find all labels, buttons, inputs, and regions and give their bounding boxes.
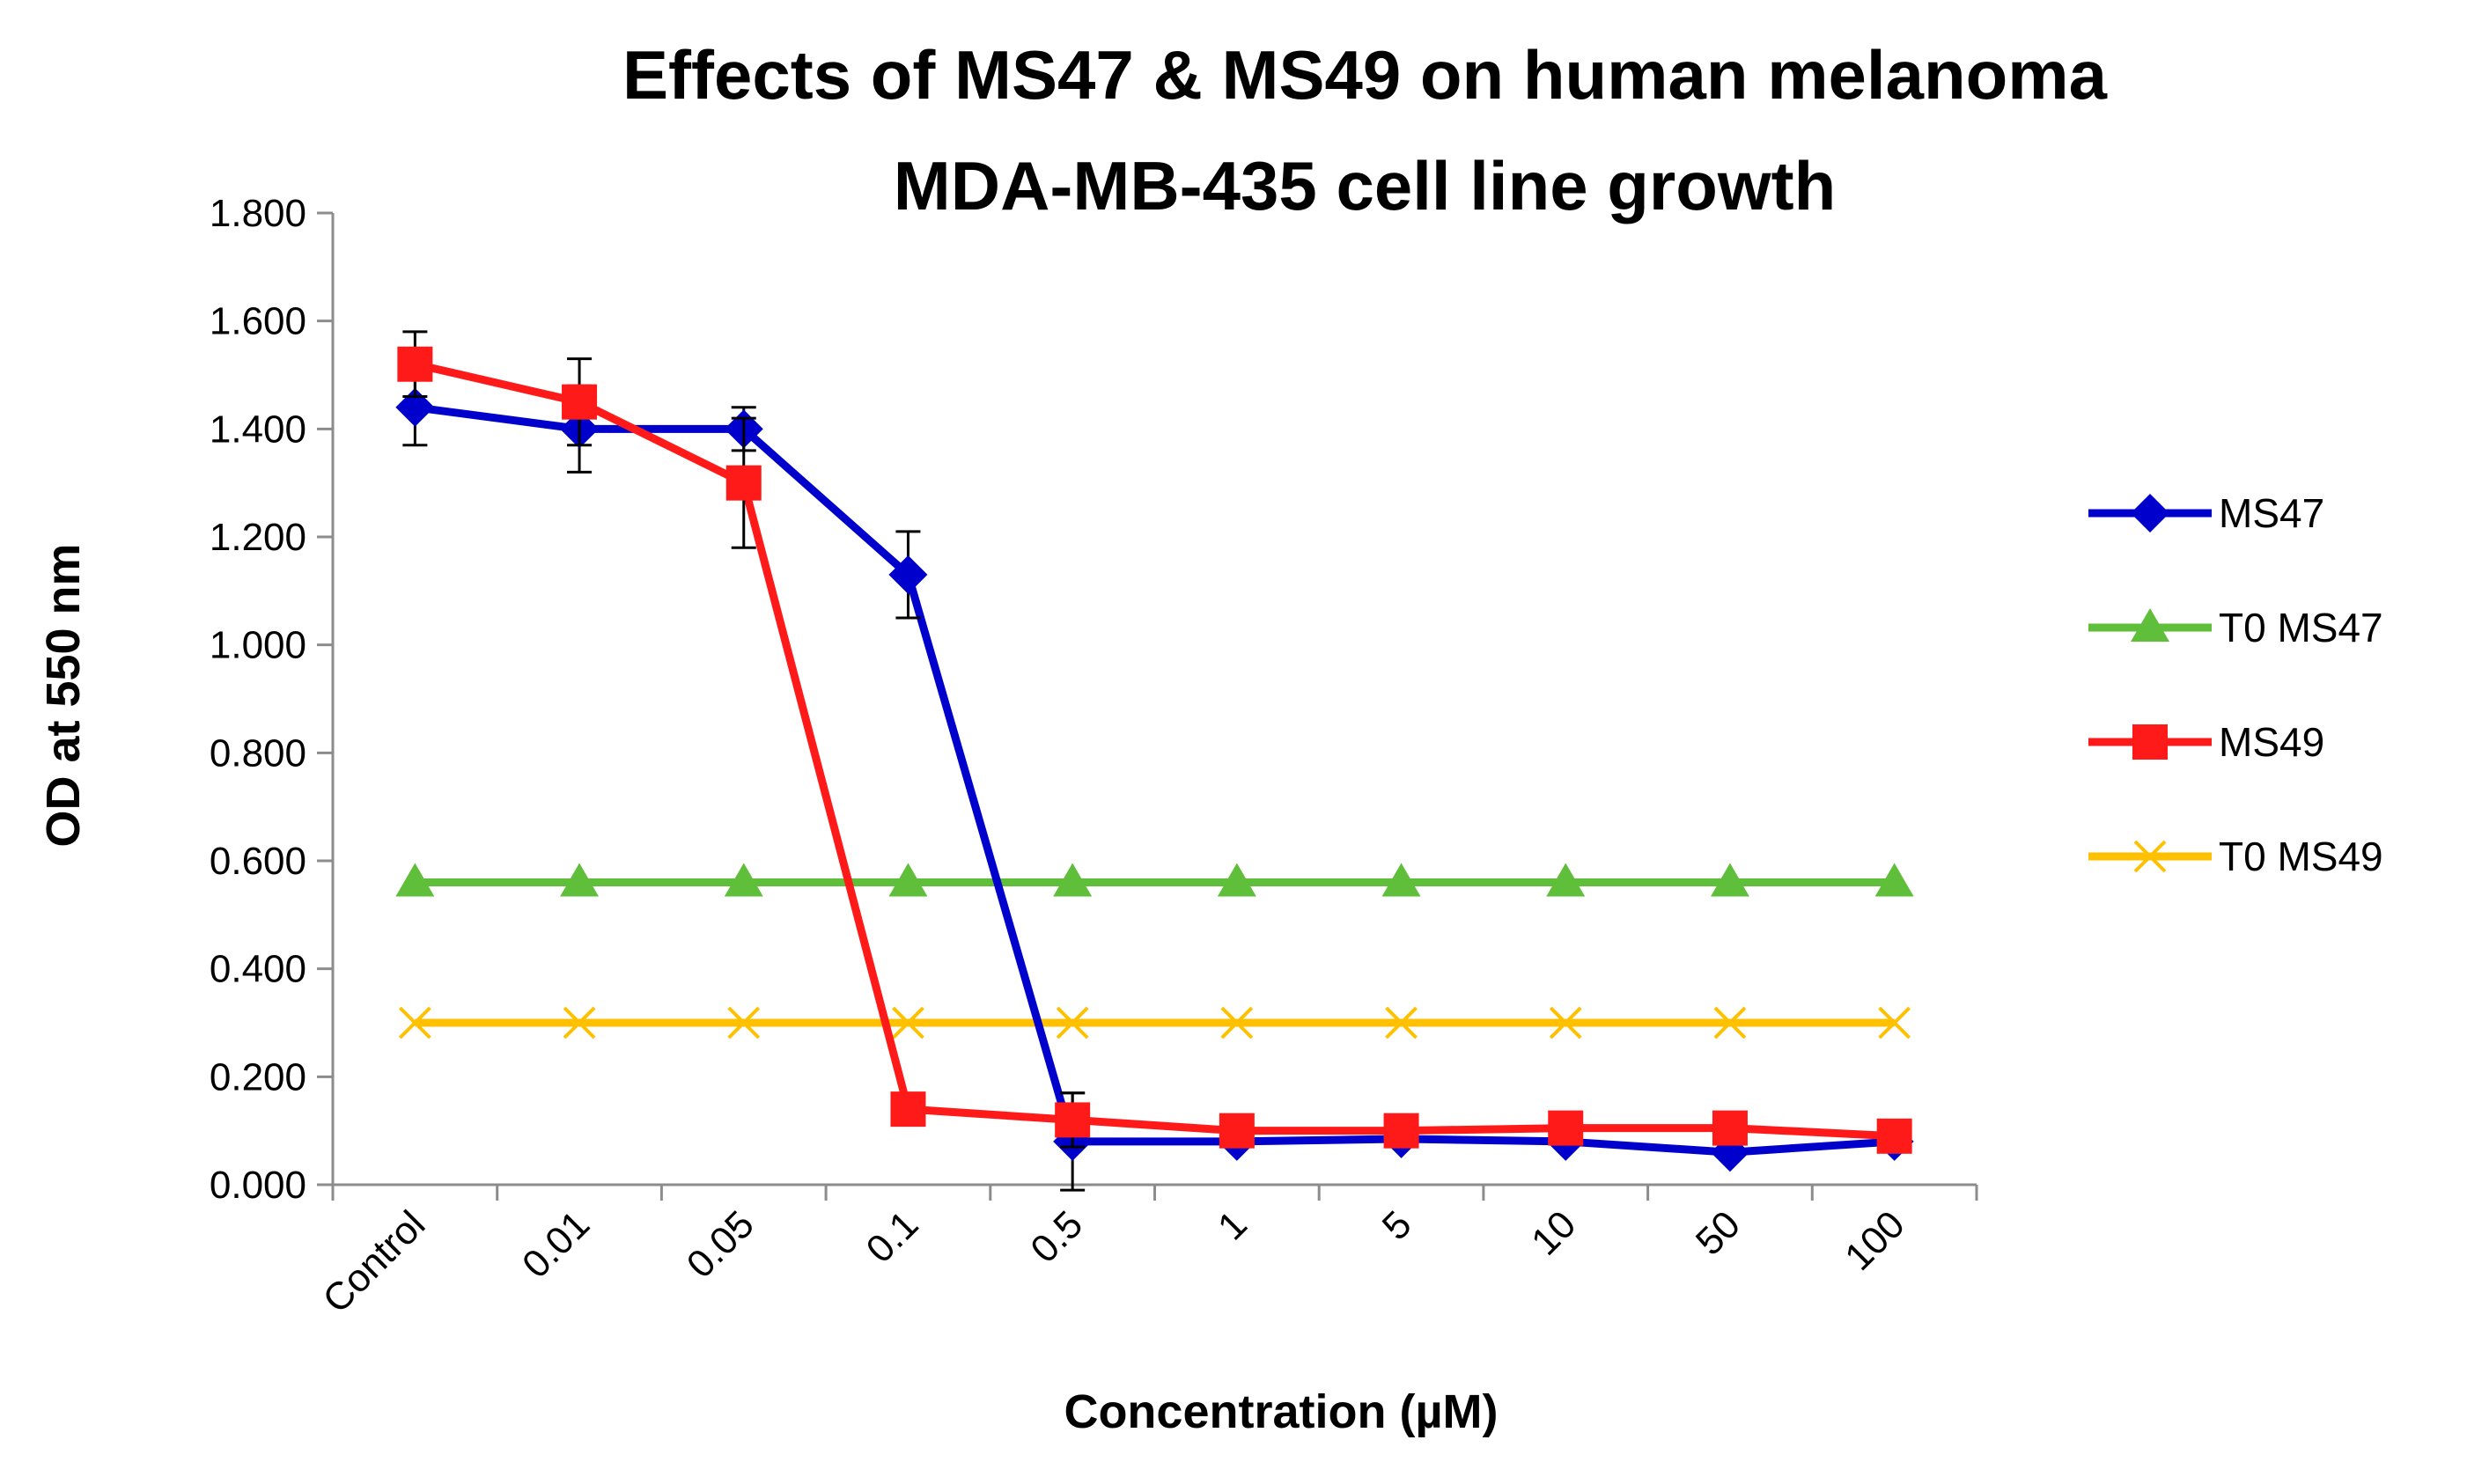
x-marker-stroke [727, 1006, 761, 1040]
data-point-ms49 [1055, 1102, 1091, 1138]
series-ms47 [395, 368, 1914, 1192]
data-point-t0-ms47 [1217, 863, 1256, 897]
legend-marker [2133, 840, 2167, 873]
axes [317, 211, 1978, 1201]
data-point-t0-ms49 [1056, 1006, 1089, 1040]
data-point-t0-ms49 [727, 1006, 761, 1040]
data-point-t0-ms49 [1549, 1006, 1582, 1040]
data-point-t0-ms49 [563, 1006, 596, 1040]
data-point-ms49 [725, 465, 762, 501]
legend-marker [2131, 608, 2169, 642]
x-marker-stroke [892, 1006, 924, 1040]
data-point-t0-ms49 [1220, 1006, 1254, 1040]
y-axis-tick-labels: 0.000 0.200 0.400 0.600 0.800 1.000 1.200 1.400… [210, 192, 306, 1207]
x-marker-stroke [398, 1006, 431, 1040]
x-tick-label: 10 [1523, 1202, 1584, 1263]
series-t0-ms47 [395, 863, 1914, 897]
legend-entry-t0-ms47: T0 MS47 [2088, 605, 2383, 650]
series-line-ms49 [414, 360, 1895, 1141]
x-tick-label: 0.1 [858, 1202, 927, 1271]
data-point-t0-ms47 [1053, 863, 1093, 897]
x-marker-stroke [1878, 1006, 1911, 1040]
data-point-t0-ms49 [398, 1006, 431, 1040]
x-marker-stroke [1713, 1006, 1747, 1040]
x-marker-stroke [1220, 1006, 1254, 1040]
data-point-t0-ms49 [892, 1006, 924, 1040]
y-tick-label: 0.000 [210, 1164, 306, 1207]
data-point-ms49 [1383, 1113, 1419, 1149]
y-tick-label: 1.200 [210, 516, 306, 559]
x-marker-stroke [1385, 1006, 1418, 1040]
x-marker-stroke [563, 1006, 596, 1040]
data-point-ms49 [1876, 1118, 1912, 1154]
y-tick-label: 1.600 [210, 300, 306, 343]
legend-entry-t0-ms49: T0 MS49 [2088, 834, 2383, 879]
data-point-t0-ms47 [1546, 863, 1586, 897]
data-point-t0-ms49 [1713, 1006, 1747, 1040]
x-axis-label: Concentration (µM) [1064, 1385, 1498, 1438]
x-tick-label: 0.5 [1022, 1202, 1091, 1271]
data-point-t0-ms47 [395, 863, 435, 897]
legend-marker [2132, 724, 2168, 760]
legend-label: T0 MS49 [2219, 834, 2383, 879]
x-tick-label: 5 [1374, 1202, 1420, 1248]
data-point-t0-ms49 [1878, 1006, 1911, 1040]
x-tick-label: 100 [1837, 1202, 1913, 1279]
data-point-t0-ms47 [1710, 863, 1749, 897]
data-point-ms49 [1712, 1110, 1748, 1146]
data-point-ms49 [397, 346, 433, 382]
x-tick-label: 0.05 [679, 1202, 762, 1286]
x-tick-label: 1 [1210, 1202, 1256, 1248]
y-tick-label: 0.200 [210, 1055, 306, 1098]
legend-entry-ms47: MS47 [2088, 490, 2324, 536]
y-tick-label: 0.800 [210, 731, 306, 775]
y-tick-label: 1.800 [210, 192, 306, 235]
y-tick-label: 0.400 [210, 948, 306, 991]
legend-label: T0 MS47 [2219, 605, 2383, 650]
x-marker-stroke [2133, 840, 2167, 873]
data-point-t0-ms49 [1385, 1006, 1418, 1040]
series-t0-ms49 [398, 1006, 1911, 1040]
series-layer [395, 330, 1914, 1192]
legend-label: MS49 [2219, 719, 2324, 765]
data-point-t0-ms47 [560, 863, 600, 897]
legend-label: MS47 [2219, 490, 2324, 536]
series-ms49 [397, 330, 1912, 1154]
x-tick-label: 50 [1688, 1202, 1749, 1263]
x-tick-label: 0.01 [514, 1202, 598, 1286]
data-point-ms47 [888, 555, 928, 594]
y-tick-label: 0.600 [210, 840, 306, 883]
y-tick-label: 1.400 [210, 408, 306, 451]
chart-title: Effects of MS47 & MS49 on human melanoma… [622, 36, 2108, 224]
data-point-t0-ms47 [1381, 863, 1421, 897]
legend-marker [2131, 494, 2169, 533]
data-point-t0-ms47 [724, 863, 763, 897]
x-axis-tick-labels: Control 0.01 0.05 0.1 0.5 1 5 10 50 100 [314, 1202, 1912, 1321]
chart-title-line-2: MDA-MB-435 cell line growth [894, 147, 1836, 224]
data-point-ms49 [1548, 1110, 1584, 1146]
data-point-ms49 [1219, 1113, 1255, 1149]
data-point-ms49 [562, 384, 598, 420]
data-point-t0-ms47 [1874, 863, 1914, 897]
x-marker-stroke [1056, 1006, 1089, 1040]
legend-entry-ms49: MS49 [2088, 719, 2324, 765]
x-tick-label: Control [314, 1202, 433, 1321]
y-axis-label: OD at 550 nm [37, 543, 90, 847]
data-point-t0-ms47 [888, 863, 928, 897]
y-tick-label: 1.000 [210, 624, 306, 667]
data-point-ms49 [890, 1091, 926, 1128]
chart-title-line-1: Effects of MS47 & MS49 on human melanoma [622, 36, 2108, 114]
x-marker-stroke [1549, 1006, 1582, 1040]
legend: MS47 T0 MS47 MS49 T0 MS49 [2088, 490, 2383, 879]
series-line-ms47 [414, 403, 1895, 1157]
